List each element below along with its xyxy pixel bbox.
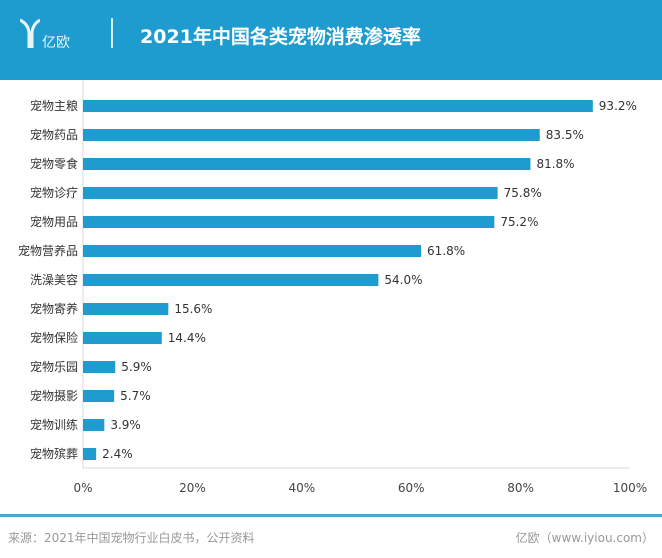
data-label: 5.7% [120,389,151,403]
x-tick-label: 20% [179,481,206,495]
x-tick-label: 40% [288,481,315,495]
data-label: 15.6% [174,302,212,316]
bar [83,274,379,286]
data-label: 2.4% [102,447,132,461]
data-label: 83.5% [546,128,584,142]
data-label: 3.9% [110,418,141,432]
category-label: 宠物药品 [30,127,78,142]
bar [83,303,169,315]
category-label: 宠物诊疗 [30,185,78,200]
x-tick-label: 0% [73,481,92,495]
x-tick-label: 80% [507,481,534,495]
category-label: 宠物营养品 [18,243,78,258]
bar [83,187,498,199]
chart-title: 2021年中国各类宠物消费渗透率 [140,26,421,48]
source-note: 来源：2021年中国宠物行业白皮书，公开资料 [8,531,255,545]
x-tick-label: 100% [613,481,647,495]
logo-text: 亿欧 [42,35,70,51]
header-divider [111,18,113,48]
credit-note: 亿欧（www.iyiou.com） [515,531,654,545]
bar [83,419,105,431]
bar [83,129,540,141]
category-label: 宠物寄养 [30,301,78,316]
category-label: 宠物摄影 [30,388,78,403]
data-label: 5.9% [121,360,152,374]
bar [83,100,593,112]
data-label: 61.8% [427,244,465,258]
category-label: 宠物主粮 [30,98,78,113]
bar [83,216,495,228]
data-label: 81.8% [536,157,574,171]
header-banner: 亿欧 2021年中国各类宠物消费渗透率 [0,0,662,80]
bar [83,361,116,373]
x-tick-label: 60% [398,481,425,495]
category-label: 宠物乐园 [30,359,78,374]
bar [83,390,115,402]
category-label: 宠物训练 [30,417,78,432]
data-label: 14.4% [168,331,206,345]
data-label: 93.2% [599,99,637,113]
footer-divider [0,514,662,517]
bar [83,448,97,460]
category-label: 宠物用品 [30,214,78,229]
logo-y-icon [20,18,40,48]
data-label: 75.2% [500,215,538,229]
category-label: 宠物零食 [30,156,78,171]
category-label: 宠物殡葬 [30,446,78,461]
data-label: 75.8% [504,186,542,200]
bar [83,158,531,170]
bar-chart: 宠物主粮 93.2% 宠物药品 83.5% 宠物零食 81.8% 宠物诊疗 75.8% 宠物用品… [18,80,647,495]
category-label: 宠物保险 [30,330,78,345]
category-label: 洗澡美容 [30,272,78,287]
bar [83,245,422,257]
bar [83,332,162,344]
data-label: 54.0% [384,273,422,287]
